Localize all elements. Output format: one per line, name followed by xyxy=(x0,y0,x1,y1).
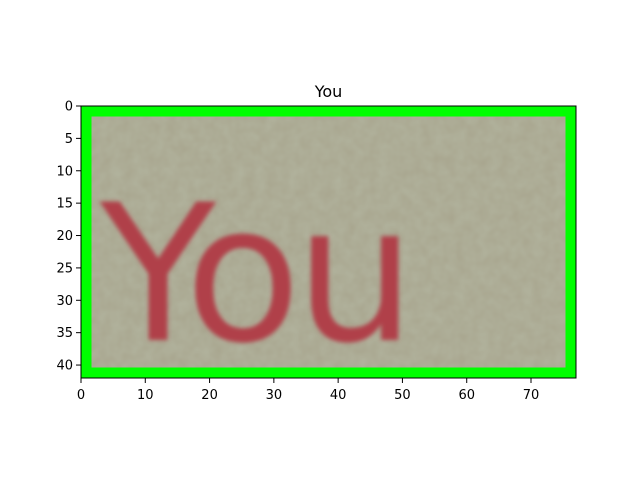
y-axis: 0 5 10 15 20 25 30 35 40 xyxy=(56,100,81,374)
photo-noise xyxy=(81,106,576,378)
photo-word: You xyxy=(99,164,410,385)
y-tick-label: 15 xyxy=(56,197,73,212)
y-tick-label: 40 xyxy=(56,359,73,374)
y-tick-label: 0 xyxy=(65,100,73,115)
image-area: You xyxy=(81,106,576,385)
y-tick-label: 25 xyxy=(56,261,73,276)
y-tick-label: 5 xyxy=(65,132,73,147)
x-tick-label: 30 xyxy=(266,388,283,403)
green-border xyxy=(81,106,576,378)
y-tick-label: 10 xyxy=(56,164,73,179)
x-tick-label: 0 xyxy=(77,388,85,403)
plot-title: You xyxy=(314,82,343,101)
y-tick-label: 35 xyxy=(56,326,73,341)
x-tick-label: 40 xyxy=(330,388,347,403)
y-tick-label: 30 xyxy=(56,294,73,309)
x-tick-label: 20 xyxy=(201,388,218,403)
x-axis: 0 10 20 30 40 50 60 70 xyxy=(77,378,539,403)
x-tick-label: 10 xyxy=(137,388,154,403)
x-tick-label: 50 xyxy=(394,388,411,403)
axes-frame xyxy=(80,105,577,379)
x-tick-label: 70 xyxy=(523,388,540,403)
y-tick-label: 20 xyxy=(56,229,73,244)
x-tick-label: 60 xyxy=(458,388,475,403)
